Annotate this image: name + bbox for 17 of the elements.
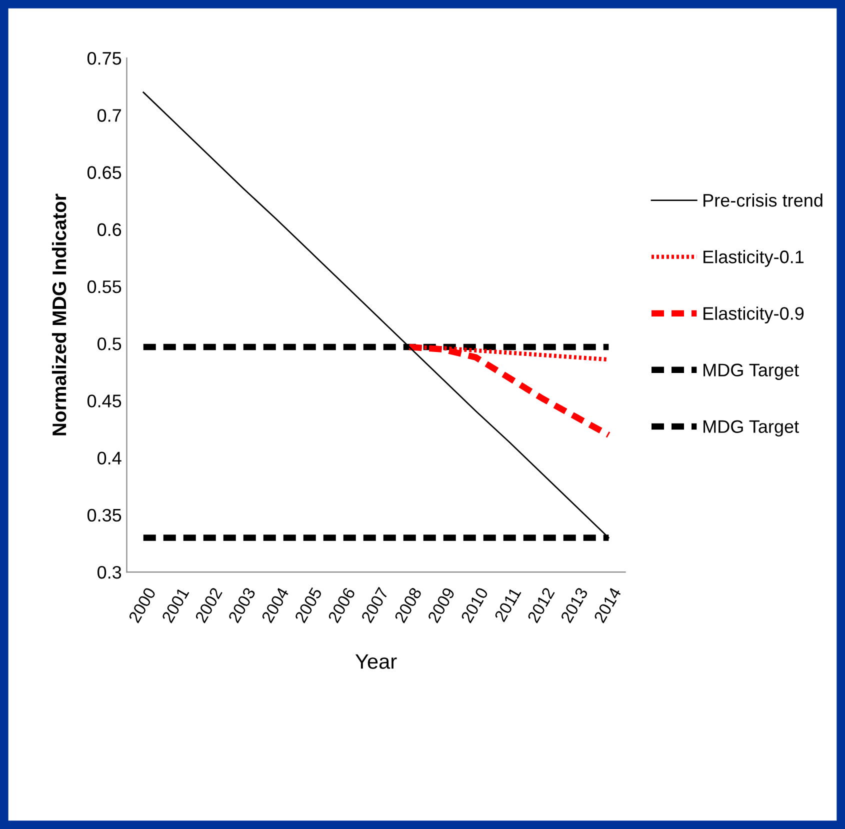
x-axis-title: Year (355, 654, 397, 669)
y-tick-label: 0.4 (97, 452, 122, 465)
legend-label: Elasticity-0.9 (704, 306, 804, 324)
y-tick-label: 0.6 (97, 223, 122, 236)
y-tick-label: 0.5 (97, 338, 122, 350)
y-axis-title: Normalized MDG Indicator (52, 194, 66, 436)
legend-label: Elasticity-0.1 (704, 250, 804, 267)
y-tick-label: 0.3 (97, 566, 122, 579)
y-tick-label: 0.65 (87, 166, 122, 179)
y-tick-label: 0.45 (87, 394, 122, 408)
y-tick-label: 0.7 (97, 109, 121, 122)
y-tick-label: 0.55 (87, 280, 122, 294)
legend-label: Pre-crisis trend (704, 194, 822, 207)
legend-label: MDG Target (704, 364, 799, 380)
legend-label: MDG Target (704, 420, 799, 437)
y-tick-label: 0.35 (87, 508, 122, 522)
y-tick-label: 0.75 (87, 52, 122, 65)
